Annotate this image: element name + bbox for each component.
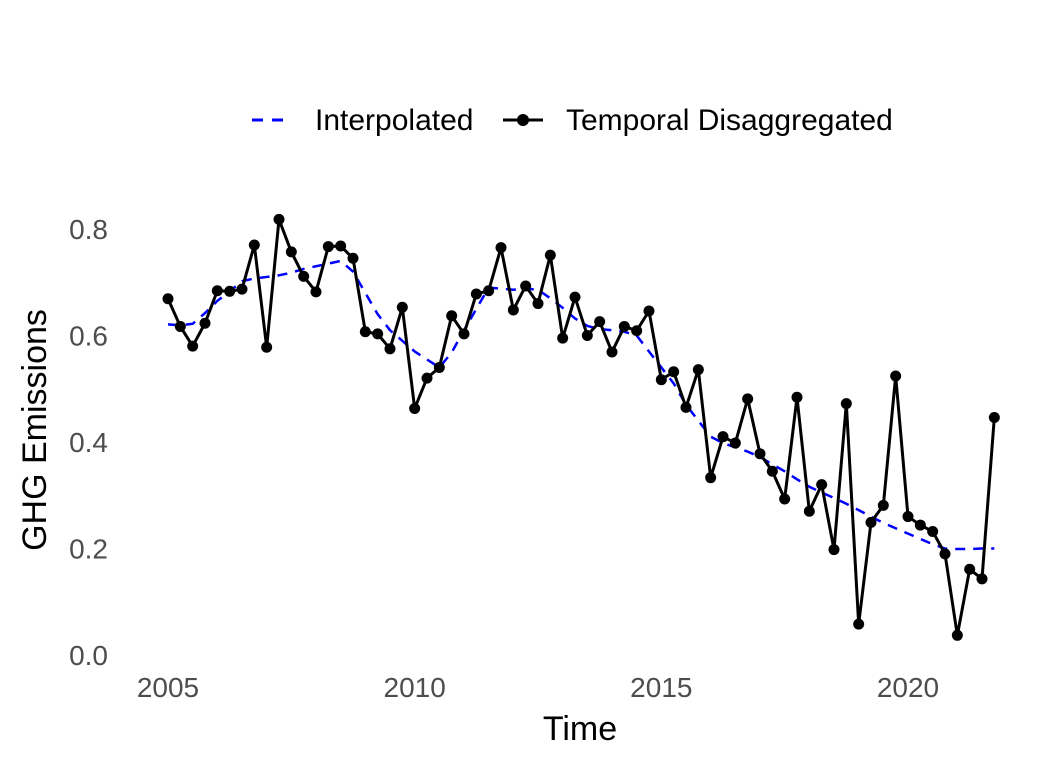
data-point-temporal-disaggregated (495, 242, 507, 254)
data-point-temporal-disaggregated (668, 366, 680, 378)
data-point-temporal-disaggregated (224, 285, 236, 297)
data-point-temporal-disaggregated (372, 328, 384, 340)
data-point-temporal-disaggregated (322, 241, 334, 253)
legend: Interpolated Temporal Disaggregated (252, 104, 893, 137)
data-point-temporal-disaggregated (729, 437, 741, 449)
data-point-temporal-disaggregated (766, 465, 778, 477)
data-point-temporal-disaggregated (261, 341, 273, 353)
data-point-temporal-disaggregated (483, 285, 495, 297)
data-point-temporal-disaggregated (877, 499, 889, 511)
x-tick-label: 2015 (630, 672, 692, 703)
data-point-temporal-disaggregated (199, 317, 211, 329)
data-point-temporal-disaggregated (421, 372, 433, 384)
data-point-temporal-disaggregated (581, 330, 593, 341)
data-point-temporal-disaggregated (594, 316, 606, 328)
data-point-temporal-disaggregated (643, 305, 655, 317)
x-tick-label: 2005 (137, 672, 199, 703)
data-point-temporal-disaggregated (853, 618, 865, 630)
data-point-temporal-disaggregated (803, 505, 815, 517)
data-point-temporal-disaggregated (433, 361, 445, 373)
data-point-temporal-disaggregated (470, 288, 482, 300)
data-point-temporal-disaggregated (692, 364, 704, 376)
data-point-temporal-disaggregated (273, 213, 285, 225)
data-point-temporal-disaggregated (187, 340, 199, 352)
data-point-temporal-disaggregated (951, 629, 963, 641)
data-point-temporal-disaggregated (544, 249, 556, 261)
data-point-temporal-disaggregated (310, 286, 322, 298)
data-point-temporal-disaggregated (236, 283, 248, 295)
data-point-temporal-disaggregated (532, 298, 544, 310)
data-point-temporal-disaggregated (618, 320, 630, 332)
data-point-temporal-disaggregated (446, 310, 458, 322)
data-point-temporal-disaggregated (754, 448, 766, 460)
series-line-interpolated (167, 259, 995, 551)
x-tick-label: 2020 (877, 672, 939, 703)
data-point-temporal-disaggregated (840, 398, 852, 410)
data-point-temporal-disaggregated (162, 293, 174, 305)
plot-area (162, 213, 1000, 641)
data-point-temporal-disaggregated (606, 346, 618, 358)
data-point-temporal-disaggregated (717, 431, 729, 443)
data-point-temporal-disaggregated (988, 412, 1000, 423)
legend-label-temporal-disaggregated: Temporal Disaggregated (566, 104, 893, 137)
data-point-temporal-disaggregated (680, 401, 692, 413)
x-axis-title: Time (543, 710, 617, 748)
y-tick-label: 0.6 (69, 321, 108, 352)
data-point-temporal-disaggregated (520, 280, 532, 292)
data-point-temporal-disaggregated (285, 246, 297, 258)
data-point-temporal-disaggregated (742, 393, 754, 405)
data-point-temporal-disaggregated (976, 573, 988, 585)
legend-label-interpolated: Interpolated (315, 104, 473, 137)
data-point-temporal-disaggregated (705, 472, 717, 484)
x-tick-label: 2010 (384, 672, 446, 703)
x-axis: 2005 2010 2015 2020 (137, 672, 939, 703)
data-point-temporal-disaggregated (409, 402, 421, 414)
data-point-temporal-disaggregated (557, 332, 569, 344)
y-axis-title: GHG Emissions (16, 309, 54, 551)
data-point-temporal-disaggregated (779, 493, 791, 505)
data-point-temporal-disaggregated (335, 240, 347, 252)
y-axis: 0.0 0.2 0.4 0.6 0.8 (69, 214, 108, 671)
data-point-temporal-disaggregated (359, 326, 371, 338)
data-point-temporal-disaggregated (791, 391, 803, 403)
data-point-temporal-disaggregated (939, 548, 951, 560)
data-point-temporal-disaggregated (211, 285, 223, 297)
data-point-temporal-disaggregated (828, 544, 840, 556)
data-point-temporal-disaggregated (816, 479, 828, 491)
legend-key-temporal-disaggregated-marker (517, 114, 529, 126)
data-point-temporal-disaggregated (914, 519, 926, 531)
data-point-temporal-disaggregated (458, 328, 470, 340)
y-tick-label: 0.8 (69, 214, 108, 245)
data-point-temporal-disaggregated (655, 374, 667, 386)
data-point-temporal-disaggregated (384, 343, 396, 355)
data-point-temporal-disaggregated (964, 563, 976, 575)
data-point-temporal-disaggregated (396, 301, 408, 313)
data-point-temporal-disaggregated (631, 325, 643, 337)
data-point-temporal-disaggregated (174, 320, 186, 332)
y-tick-label: 0.0 (69, 640, 108, 671)
y-tick-label: 0.2 (69, 534, 108, 565)
series-line-temporal-disaggregated (166, 217, 996, 637)
data-point-temporal-disaggregated (248, 239, 260, 251)
data-point-temporal-disaggregated (902, 511, 914, 523)
y-tick-label: 0.4 (69, 427, 108, 458)
data-point-temporal-disaggregated (569, 291, 581, 303)
data-point-temporal-disaggregated (347, 252, 359, 264)
data-point-temporal-disaggregated (890, 370, 902, 382)
data-point-temporal-disaggregated (927, 525, 939, 537)
data-point-temporal-disaggregated (507, 304, 519, 316)
data-point-temporal-disaggregated (865, 516, 877, 528)
data-point-temporal-disaggregated (298, 270, 310, 282)
